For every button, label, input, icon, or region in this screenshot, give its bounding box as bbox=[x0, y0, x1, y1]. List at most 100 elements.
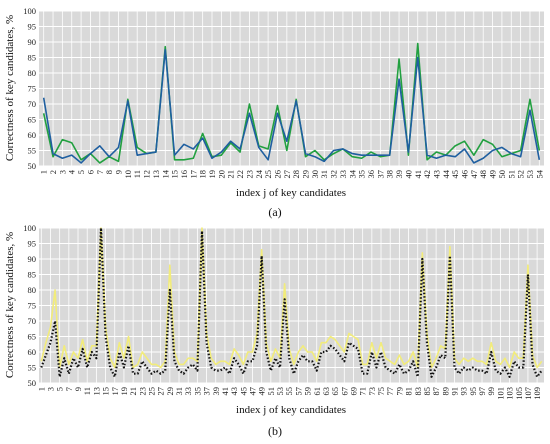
x-tick-label: 55 bbox=[284, 387, 294, 396]
x-tick-label: 18 bbox=[198, 170, 208, 179]
x-tick-label: 85 bbox=[422, 387, 432, 396]
x-tick-label: 46 bbox=[460, 170, 470, 179]
x-tick-label: 51 bbox=[506, 170, 516, 179]
x-tick-label: 40 bbox=[403, 170, 413, 179]
x-tick-label: 7 bbox=[64, 387, 74, 391]
x-tick-label: 32 bbox=[329, 170, 339, 179]
x-tick-label: 71 bbox=[358, 387, 368, 396]
x-tick-label: 14 bbox=[160, 169, 170, 178]
x-tick-label: 48 bbox=[478, 170, 488, 179]
x-tick-label: 28 bbox=[291, 170, 301, 179]
x-tick-label: 29 bbox=[301, 170, 311, 179]
x-tick-label: 13 bbox=[151, 170, 161, 179]
x-tick-label: 33 bbox=[338, 170, 348, 179]
chart-a-xlabel: index j of key candidates bbox=[236, 187, 346, 199]
y-tick-label: 100 bbox=[23, 6, 36, 16]
chart-a-y-ticks: 50 55 60 65 70 75 80 85 90 95 100 bbox=[23, 6, 36, 171]
x-tick-label: 31 bbox=[319, 170, 329, 179]
x-tick-label: 2 bbox=[48, 170, 58, 174]
y-tick-label: 75 bbox=[28, 84, 37, 94]
x-tick-label: 87 bbox=[431, 387, 441, 396]
x-tick-label: 23 bbox=[244, 170, 254, 179]
x-tick-label: 77 bbox=[385, 387, 395, 396]
x-tick-label: 53 bbox=[525, 170, 535, 179]
x-tick-label: 47 bbox=[247, 387, 257, 396]
chart-a-ylabel: Correctness of key candidates, % bbox=[4, 15, 16, 161]
x-tick-label: 54 bbox=[534, 169, 544, 178]
x-tick-label: 3 bbox=[45, 387, 55, 391]
x-tick-label: 8 bbox=[104, 170, 114, 174]
x-tick-label: 7 bbox=[95, 170, 105, 174]
y-tick-label: 70 bbox=[28, 316, 37, 326]
y-tick-label: 85 bbox=[28, 53, 37, 63]
x-tick-label: 37 bbox=[375, 170, 385, 179]
x-tick-label: 65 bbox=[330, 387, 340, 396]
x-tick-label: 19 bbox=[207, 170, 217, 179]
chart-b-x-ticks: 1 3 5 7 9 11 13 15 17 19 21 23 25 27 29 31 33 35 37 39 41 43 4… bbox=[36, 387, 542, 400]
x-tick-label: 44 bbox=[441, 169, 451, 178]
y-tick-label: 95 bbox=[28, 239, 37, 249]
x-tick-label: 1 bbox=[39, 170, 49, 174]
x-tick-label: 5 bbox=[55, 387, 65, 391]
x-tick-label: 81 bbox=[404, 387, 414, 396]
y-tick-label: 75 bbox=[28, 301, 37, 311]
x-tick-label: 91 bbox=[449, 387, 459, 396]
x-tick-label: 26 bbox=[272, 170, 282, 179]
chart-b-ylabel: Correctness of key candidates, % bbox=[4, 232, 16, 378]
x-tick-label: 11 bbox=[82, 387, 92, 395]
x-tick-label: 19 bbox=[119, 387, 129, 396]
x-tick-label: 97 bbox=[477, 387, 487, 396]
x-tick-label: 93 bbox=[459, 387, 469, 396]
x-tick-label: 13 bbox=[91, 387, 101, 396]
y-tick-label: 90 bbox=[28, 37, 37, 47]
x-tick-label: 39 bbox=[211, 387, 221, 396]
y-tick-label: 60 bbox=[28, 347, 37, 357]
y-tick-label: 65 bbox=[28, 115, 37, 125]
x-tick-label: 17 bbox=[110, 387, 120, 396]
x-tick-label: 41 bbox=[220, 387, 230, 396]
x-tick-label: 83 bbox=[413, 387, 423, 396]
x-tick-label: 36 bbox=[366, 170, 376, 179]
chart-a-panel-label: (a) bbox=[268, 205, 281, 219]
x-tick-label: 27 bbox=[282, 170, 292, 179]
x-tick-label: 16 bbox=[179, 170, 189, 179]
y-tick-label: 50 bbox=[28, 378, 37, 388]
x-tick-label: 61 bbox=[312, 387, 322, 396]
y-tick-label: 100 bbox=[23, 223, 36, 233]
x-tick-label: 51 bbox=[266, 387, 276, 396]
y-tick-label: 85 bbox=[28, 270, 37, 280]
x-tick-label: 45 bbox=[450, 170, 460, 179]
x-tick-label: 41 bbox=[413, 170, 423, 179]
y-tick-label: 60 bbox=[28, 130, 37, 140]
x-tick-label: 25 bbox=[146, 387, 156, 396]
x-tick-label: 69 bbox=[348, 387, 358, 396]
x-tick-label: 9 bbox=[113, 170, 123, 174]
x-tick-label: 25 bbox=[263, 170, 273, 179]
x-tick-label: 52 bbox=[516, 170, 526, 179]
x-tick-label: 12 bbox=[142, 170, 152, 179]
y-tick-label: 80 bbox=[28, 285, 37, 295]
x-tick-label: 53 bbox=[275, 387, 285, 396]
x-tick-label: 34 bbox=[347, 169, 357, 178]
x-tick-label: 73 bbox=[367, 387, 377, 396]
y-tick-label: 55 bbox=[28, 146, 37, 156]
chart-b-series bbox=[40, 226, 543, 378]
chart-a-x-ticks: 1 2 3 4 5 6 7 8 9 10 11 12 13 14 15 16 17 18 19 20 21 22 23 24 2… bbox=[39, 169, 545, 178]
x-tick-label: 21 bbox=[226, 170, 236, 179]
x-tick-label: 6 bbox=[85, 170, 95, 174]
series-line-1 bbox=[40, 226, 543, 378]
x-tick-label: 101 bbox=[495, 387, 505, 400]
y-tick-label: 70 bbox=[28, 99, 37, 109]
x-tick-label: 11 bbox=[132, 170, 142, 178]
x-tick-label: 95 bbox=[468, 387, 478, 396]
x-tick-label: 20 bbox=[216, 170, 226, 179]
x-tick-label: 49 bbox=[488, 170, 498, 179]
x-tick-label: 35 bbox=[357, 170, 367, 179]
x-tick-label: 39 bbox=[394, 170, 404, 179]
x-tick-label: 103 bbox=[505, 387, 515, 400]
x-tick-label: 30 bbox=[310, 170, 320, 179]
x-tick-label: 22 bbox=[235, 170, 245, 179]
y-tick-label: 90 bbox=[28, 254, 37, 264]
x-tick-label: 67 bbox=[339, 387, 349, 396]
x-tick-label: 43 bbox=[431, 170, 441, 179]
